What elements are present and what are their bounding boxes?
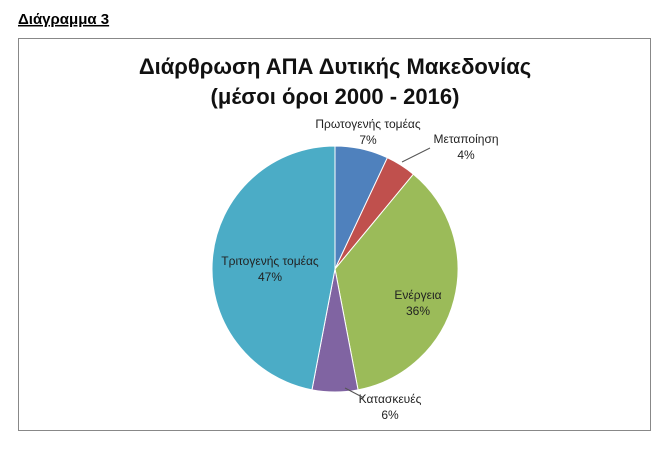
leader-line (401, 147, 431, 163)
slice-label: Τριτογενής τομέας (221, 254, 319, 268)
slice-value-label: 7% (359, 133, 377, 147)
slice-label: Ενέργεια (394, 288, 441, 302)
slice-label: Κατασκευές (359, 392, 422, 406)
pie-slice (334, 173, 459, 391)
figure-label: Διάγραμμα 3 (18, 11, 109, 28)
slice-value-label: 47% (258, 270, 282, 284)
slice-value-label: 36% (406, 304, 430, 318)
leader-line (344, 387, 365, 399)
slice-label: Πρωτογενής τομέας (315, 117, 421, 131)
slice-value-label: 4% (457, 148, 475, 162)
slice-label: Μεταποίηση (433, 132, 498, 146)
pie-slice (211, 145, 336, 391)
chart-subtitle: (μέσοι όροι 2000 - 2016) (211, 84, 460, 109)
chart-title: Διάρθρωση ΑΠΑ Δυτικής Μακεδονίας (139, 54, 531, 79)
slice-value-label: 6% (381, 408, 399, 422)
